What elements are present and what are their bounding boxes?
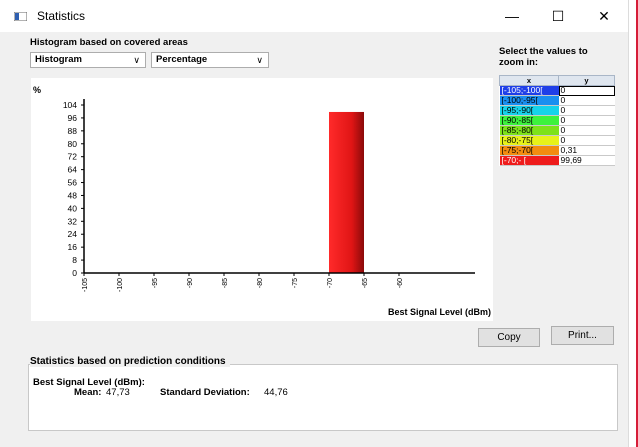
value-cell[interactable]: 0 — [558, 135, 615, 146]
value-cell[interactable]: 0 — [558, 125, 615, 136]
table-row[interactable]: [-85;-80[0 — [499, 125, 615, 136]
copy-button[interactable]: Copy — [478, 328, 540, 347]
y-tick-label: 96 — [68, 113, 78, 123]
x-tick-label: -80 — [257, 278, 264, 288]
x-axis-label: Best Signal Level (dBm) — [388, 307, 492, 317]
x-tick-label: -95 — [152, 278, 159, 288]
range-cell[interactable]: [-100;-95[ — [499, 95, 559, 106]
y-tick-label: 72 — [68, 152, 78, 162]
value-cell[interactable]: 99,69 — [558, 155, 615, 166]
y-tick-label: 24 — [68, 229, 78, 239]
mean-value: 47,73 — [106, 387, 130, 398]
range-cell[interactable]: [-90;-85[ — [499, 115, 559, 126]
x-tick-label: -105 — [82, 278, 89, 292]
table-row[interactable]: [-90;-85[0 — [499, 115, 615, 126]
y-tick-label: 16 — [68, 242, 78, 252]
std-label: Standard Deviation: — [160, 387, 250, 398]
range-cell[interactable]: [-85;-80[ — [499, 125, 559, 136]
chevron-down-icon: ∨ — [133, 55, 140, 65]
y-tick-label: 40 — [68, 203, 78, 213]
table-row[interactable]: [-75;-70[0,31 — [499, 145, 615, 156]
scale-select[interactable]: Percentage ∨ — [151, 52, 269, 68]
chevron-down-icon: ∨ — [256, 55, 263, 65]
table-row[interactable]: [-105;-100[0 — [499, 85, 615, 96]
zoom-label: Select the values to zoom in: — [499, 46, 588, 68]
column-header-y[interactable]: y — [558, 75, 615, 86]
y-tick-label: 0 — [72, 268, 77, 278]
minimize-button[interactable]: — — [505, 8, 519, 24]
mode-select[interactable]: Histogram ∨ — [30, 52, 146, 68]
y-tick-label: 32 — [68, 216, 78, 226]
mean-label: Mean: — [74, 387, 102, 398]
x-tick-label: -75 — [292, 278, 299, 288]
table-row[interactable]: [-80;-75[0 — [499, 135, 615, 146]
y-axis-unit-label: % — [33, 85, 42, 95]
background-window-accent — [636, 0, 638, 447]
table-row[interactable]: [-100;-95[0 — [499, 95, 615, 106]
range-cell[interactable]: [-70;- [ — [499, 155, 559, 166]
statistics-section-label: Statistics based on prediction condition… — [30, 356, 230, 367]
x-tick-label: -70 — [327, 278, 334, 288]
y-tick-label: 48 — [68, 190, 78, 200]
histogram-bar — [329, 111, 364, 273]
x-tick-label: -60 — [397, 278, 404, 288]
y-tick-label: 64 — [68, 165, 78, 175]
table-row[interactable]: [-95;-90[0 — [499, 105, 615, 116]
y-tick-label: 104 — [63, 100, 77, 110]
range-cell[interactable]: [-105;-100[ — [499, 85, 559, 96]
std-value: 44,76 — [264, 387, 288, 398]
x-tick-label: -100 — [117, 278, 124, 292]
range-cell[interactable]: [-80;-75[ — [499, 135, 559, 146]
y-tick-label: 88 — [68, 126, 78, 136]
value-cell[interactable]: 0 — [558, 115, 615, 126]
mode-select-value: Histogram — [35, 54, 82, 65]
close-button[interactable]: ✕ — [598, 7, 610, 24]
histogram-section-label: Histogram based on covered areas — [30, 37, 188, 48]
value-cell[interactable]: 0 — [558, 85, 615, 96]
y-tick-label: 80 — [68, 139, 78, 149]
value-cell[interactable]: 0 — [558, 95, 615, 106]
background-window-edge — [628, 0, 638, 447]
table-row[interactable]: [-70;- [99,69 — [499, 155, 615, 166]
histogram-chart-area — [31, 78, 493, 321]
metric-label: Best Signal Level (dBm): — [33, 377, 145, 388]
zoom-values-table: x y [-105;-100[0 [-100;-95[0 [-95;-90[0 [-9… — [499, 75, 615, 166]
zoom-label-line2: zoom in: — [499, 57, 539, 68]
y-tick-label: 8 — [72, 255, 77, 265]
zoom-label-line1: Select the values to — [499, 46, 588, 57]
x-tick-label: -90 — [187, 278, 194, 288]
app-icon — [14, 12, 27, 21]
value-cell[interactable]: 0,31 — [558, 145, 615, 156]
maximize-button[interactable]: ☐ — [551, 7, 565, 24]
x-tick-label: -85 — [222, 278, 229, 288]
statistics-group-box — [28, 364, 618, 431]
range-cell[interactable]: [-75;-70[ — [499, 145, 559, 156]
title-bar: Statistics — ☐ ✕ — [0, 0, 628, 32]
scale-select-value: Percentage — [156, 54, 208, 65]
range-cell[interactable]: [-95;-90[ — [499, 105, 559, 116]
print-button[interactable]: Print... — [551, 326, 614, 345]
x-tick-label: -65 — [362, 278, 369, 288]
value-cell[interactable]: 0 — [558, 105, 615, 116]
column-header-x[interactable]: x — [499, 75, 559, 86]
y-tick-label: 56 — [68, 178, 78, 188]
window-title: Statistics — [37, 9, 86, 23]
